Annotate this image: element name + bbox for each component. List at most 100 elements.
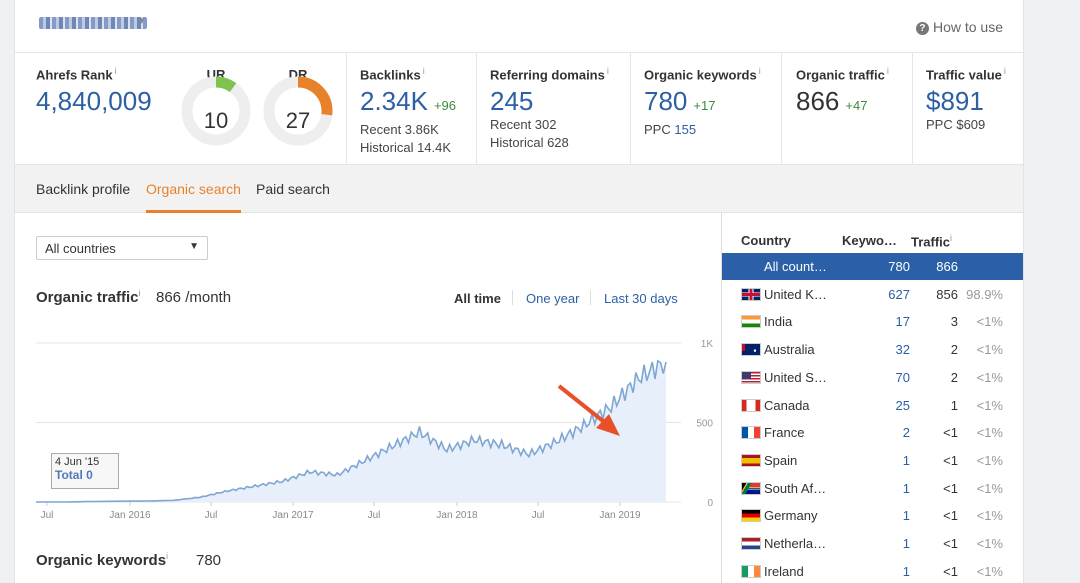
organic-traffic-monthly: 866 /month xyxy=(156,289,232,306)
table-row[interactable]: United K… 627 856 98.9% xyxy=(722,281,1023,308)
traffic-value-metric: Traffic value i $891 PPC $609 xyxy=(913,53,1023,165)
tab-paid-search[interactable]: Paid search xyxy=(256,181,330,197)
organic-keywords-value[interactable]: 780 xyxy=(644,86,688,117)
flag-ca-icon xyxy=(741,398,761,412)
country-traffic-share: <1% xyxy=(976,508,1003,524)
y-tick-label: 500 xyxy=(696,419,713,430)
how-to-use-label: How to use xyxy=(932,19,1003,35)
country-keywords[interactable]: 70 xyxy=(895,369,910,385)
country-keywords[interactable]: 1 xyxy=(902,536,910,551)
series-area xyxy=(36,360,666,502)
country-traffic: <1 xyxy=(943,425,958,441)
range-all-time[interactable]: All time xyxy=(454,291,501,306)
dr-value: 27 xyxy=(285,108,311,133)
range-one-year[interactable]: One year xyxy=(526,291,580,306)
info-icon[interactable]: i xyxy=(950,233,953,243)
country-traffic: <1 xyxy=(943,480,958,496)
ppc-keywords-value[interactable]: 155 xyxy=(674,122,697,138)
ur-donut xyxy=(181,76,251,146)
table-row[interactable]: Ireland 1 <1 <1% xyxy=(722,558,1023,583)
country-name[interactable]: Australia xyxy=(764,342,815,358)
organic-keywords-section-value: 780 xyxy=(196,552,222,569)
country-name[interactable]: France xyxy=(764,425,805,441)
country-keywords[interactable]: 32 xyxy=(895,342,910,358)
organic-traffic-chart[interactable]: 1K 500 0 Jul Jan 2016 Jul Jan 2017 Jul Jan 2018 J… xyxy=(36,328,716,528)
country-keywords[interactable]: 17 xyxy=(895,314,910,330)
country-name[interactable]: Netherla… xyxy=(764,536,827,551)
ahrefs-rank-label: Ahrefs Rank xyxy=(36,67,113,83)
how-to-use-link[interactable]: ? How to use xyxy=(915,19,1003,35)
country-select[interactable]: All countries ▼ xyxy=(36,236,208,260)
country-keywords[interactable]: 1 xyxy=(902,508,910,524)
backlinks-value[interactable]: 2.34K xyxy=(360,86,428,117)
country-keywords[interactable]: 780 xyxy=(888,259,910,274)
table-row[interactable]: France 2 <1 <1% xyxy=(722,419,1023,446)
info-icon[interactable]: i xyxy=(422,66,425,76)
backlinks-historical: Historical 14.4K xyxy=(360,140,452,156)
flag-fr-icon xyxy=(741,426,761,440)
info-icon[interactable]: i xyxy=(606,66,609,76)
ahrefs-rank-value[interactable]: 4,840,009 xyxy=(36,86,152,117)
table-row[interactable]: Germany 1 <1 <1% xyxy=(722,502,1023,529)
info-icon[interactable]: i xyxy=(114,66,117,76)
country-keywords[interactable]: 1 xyxy=(902,480,910,496)
column-header-country[interactable]: Country xyxy=(741,233,791,248)
country-traffic-share: <1% xyxy=(976,563,1003,579)
info-icon[interactable]: i xyxy=(1003,66,1006,76)
flag-za-icon xyxy=(741,481,761,495)
country-traffic: 2 xyxy=(950,342,958,358)
flag-gb-icon xyxy=(741,287,761,301)
table-row[interactable]: South Af… 1 <1 <1% xyxy=(722,475,1023,502)
table-row[interactable]: United S… 70 2 <1% xyxy=(722,364,1023,391)
organic-traffic-delta: +47 xyxy=(845,98,868,114)
x-tick-label: Jan 2016 xyxy=(109,510,151,521)
column-header-traffic[interactable]: Traffic xyxy=(911,234,951,250)
organic-keywords-heading: Organic keywordsi xyxy=(36,551,168,569)
table-row[interactable]: Spain 1 <1 <1% xyxy=(722,447,1023,474)
info-icon[interactable]: i xyxy=(758,66,761,76)
range-last-30-days[interactable]: Last 30 days xyxy=(604,291,678,306)
table-row[interactable]: Canada 25 1 <1% xyxy=(722,392,1023,419)
country-traffic: <1 xyxy=(943,536,958,551)
country-name[interactable]: Ireland xyxy=(764,563,804,579)
table-row[interactable]: All count… 780 866 xyxy=(722,253,1023,280)
country-name[interactable]: India xyxy=(764,314,793,330)
column-header-keywords[interactable]: Keywo… xyxy=(842,233,897,248)
country-traffic: 866 xyxy=(936,259,958,274)
country-name[interactable]: Spain xyxy=(764,452,798,468)
country-name[interactable]: South Af… xyxy=(764,480,827,496)
country-traffic-share: <1% xyxy=(976,369,1003,385)
country-keywords[interactable]: 25 xyxy=(895,397,910,413)
referring-domains-recent: Recent 302 xyxy=(490,117,557,133)
country-name[interactable]: United K… xyxy=(764,286,827,302)
country-name[interactable]: United S… xyxy=(764,369,827,385)
backlinks-recent: Recent 3.86K xyxy=(360,122,439,138)
table-row[interactable]: Australia 32 2 <1% xyxy=(722,336,1023,363)
country-keywords[interactable]: 2 xyxy=(902,425,910,441)
tab-organic-search[interactable]: Organic search xyxy=(146,181,241,213)
country-name[interactable]: Canada xyxy=(764,397,810,413)
table-row[interactable]: Netherla… 1 <1 <1% xyxy=(722,530,1023,557)
info-icon[interactable]: i xyxy=(138,288,141,298)
flag-us-icon xyxy=(741,370,761,384)
organic-traffic-label: Organic traffic xyxy=(796,67,885,83)
x-tick-label: Jul xyxy=(532,510,545,521)
table-row[interactable]: India 17 3 <1% xyxy=(722,308,1023,335)
country-keywords[interactable]: 1 xyxy=(902,452,910,468)
country-name[interactable]: All count… xyxy=(764,259,827,274)
traffic-value-value[interactable]: $891 xyxy=(926,86,984,117)
tab-backlink-profile[interactable]: Backlink profile xyxy=(36,181,131,197)
country-name[interactable]: Germany xyxy=(764,508,818,524)
referring-domains-value[interactable]: 245 xyxy=(490,86,534,117)
chevron-down-icon[interactable]: ▾ xyxy=(139,15,145,27)
ahrefs-rank-metric: Ahrefs Rank i 4,840,009 xyxy=(15,53,166,165)
country-keywords[interactable]: 1 xyxy=(902,563,910,579)
country-keywords[interactable]: 627 xyxy=(888,286,910,302)
info-icon[interactable]: i xyxy=(166,551,169,561)
organic-keywords-label: Organic keywords xyxy=(644,67,757,83)
blurred-domain-dropdown[interactable] xyxy=(39,17,147,29)
info-icon[interactable]: i xyxy=(886,66,889,76)
country-traffic-share: <1% xyxy=(976,480,1003,496)
country-traffic: <1 xyxy=(943,563,958,579)
country-traffic-share: <1% xyxy=(976,452,1003,468)
